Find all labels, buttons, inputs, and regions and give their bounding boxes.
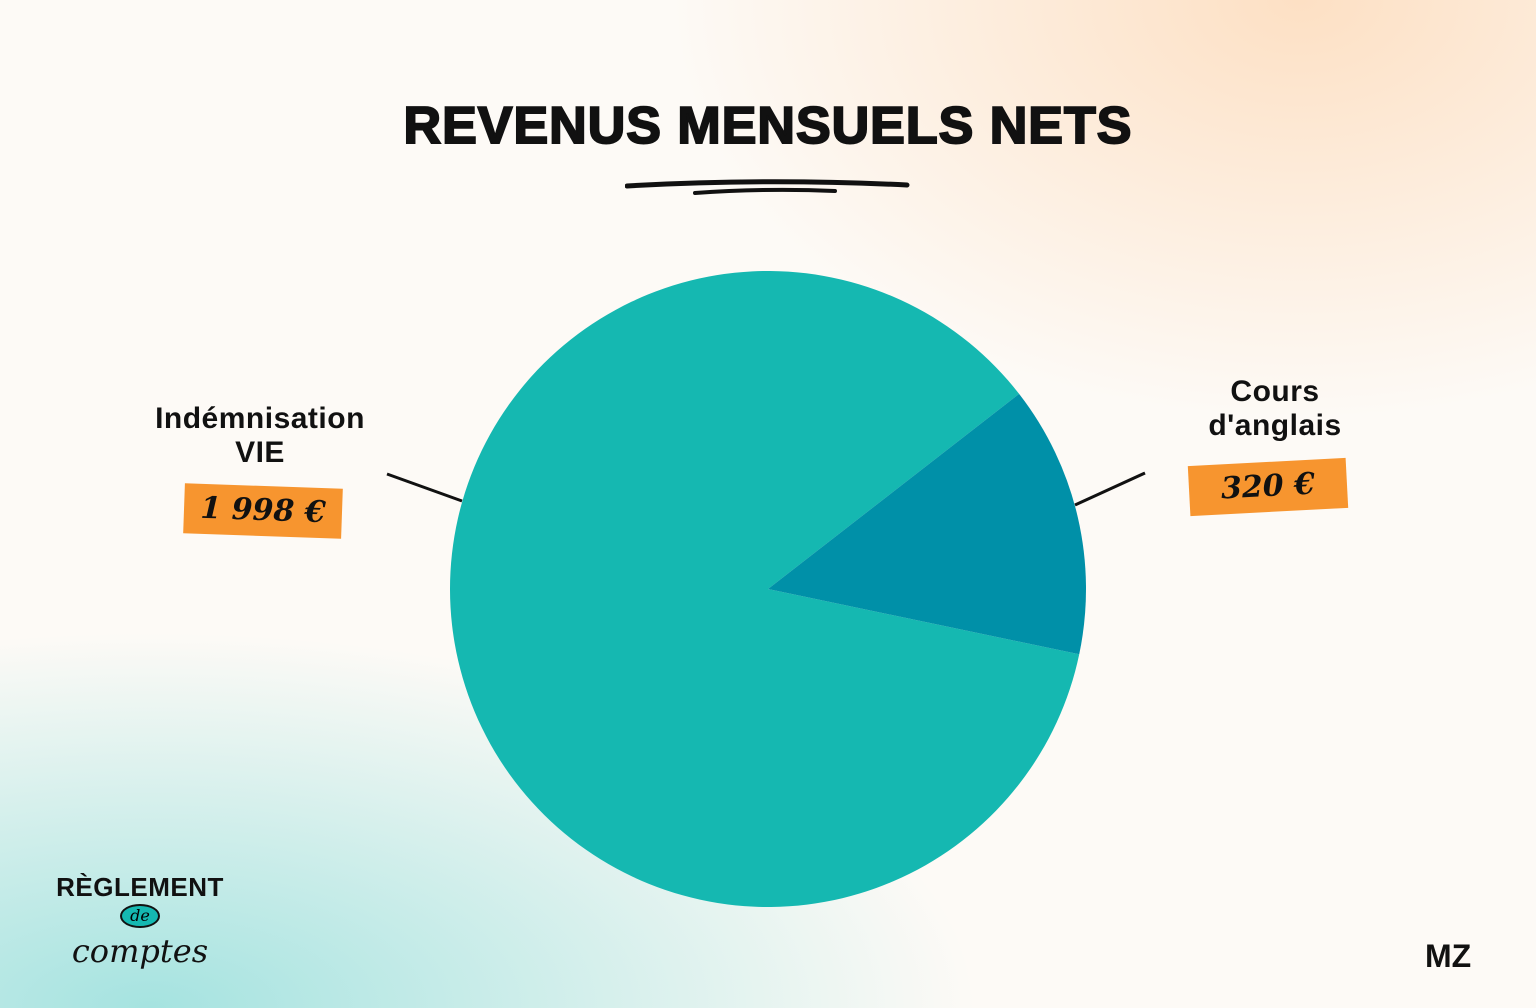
logo-line3: comptes xyxy=(71,932,209,970)
slice-label-1: Cours d'anglais xyxy=(1150,375,1400,443)
slice-label-1-line1: Cours xyxy=(1230,375,1320,408)
slice-label-1-line2: d'anglais xyxy=(1208,409,1342,442)
logo-line2: de xyxy=(120,904,160,928)
chart-title: REVENUS MENSUELS NETS xyxy=(403,96,1133,156)
logo-mz: MZ xyxy=(1425,938,1472,974)
slice-label-0-line1: Indémnisation xyxy=(155,402,365,435)
pie-slice-1 xyxy=(768,393,1086,655)
logo-reglement-de-comptes: RÈGLEMENT de comptes xyxy=(40,872,240,970)
value-tag-0: 1 998 € xyxy=(183,483,343,539)
value-tag-1: 320 € xyxy=(1187,457,1349,517)
logo-line1: RÈGLEMENT xyxy=(56,872,224,902)
slice-label-0-line2: VIE xyxy=(235,436,285,469)
title-underline xyxy=(625,179,910,195)
leader-line-0 xyxy=(386,472,463,503)
leader-line-1 xyxy=(1074,471,1146,507)
pie-slice-0 xyxy=(449,271,1080,908)
slice-label-0: Indémnisation VIE xyxy=(110,402,410,470)
